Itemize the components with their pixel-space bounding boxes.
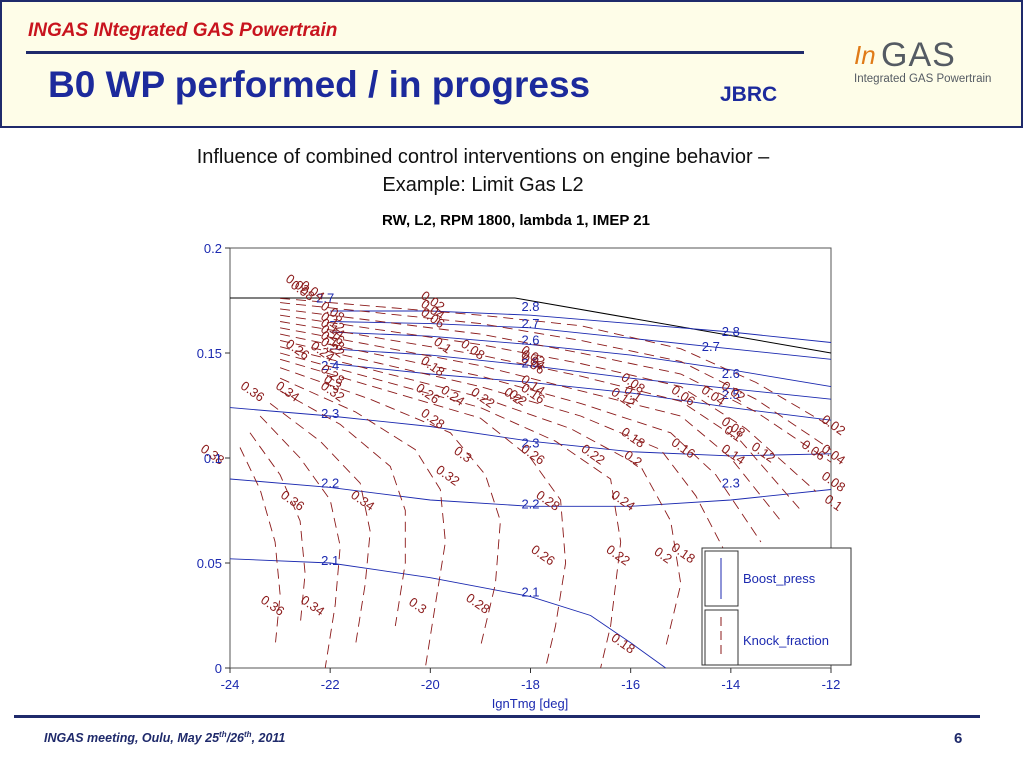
project-name: INGAS INtegrated GAS Powertrain (28, 20, 338, 41)
boost-contour-2.2 (229, 478, 832, 507)
knock-contour-0.36 (239, 447, 281, 648)
boost-contour-2.8 (330, 310, 832, 343)
knock-contour-0.12 (280, 327, 782, 522)
boost-contour-label: 2.7 (316, 291, 334, 306)
x-tick-label: -16 (621, 677, 640, 692)
boost-contour-label: 2.5 (521, 356, 539, 371)
knock-contour-0.2 (279, 352, 622, 669)
y-tick-label: 0.15 (197, 346, 222, 361)
boost-contour-label: 2.5 (722, 387, 740, 402)
region-boundary-slope (514, 297, 832, 354)
logo-subtitle: Integrated GAS Powertrain (854, 73, 992, 85)
knock-contour-0.08 (280, 314, 817, 492)
boost-contour-label: 2.6 (722, 366, 740, 381)
knock-contour-0.1 (280, 321, 802, 511)
boost-contour-2.4 (330, 363, 832, 421)
boost-contour-label: 2.7 (702, 339, 720, 354)
x-tick-label: -24 (221, 677, 240, 692)
knock-contour-0.18 (279, 346, 682, 648)
boost-contour-label: 2.4 (321, 358, 339, 373)
knock-contour-0.28 (279, 390, 406, 627)
x-axis-label: IgnTmg [deg] (492, 696, 569, 711)
boost-contour-label: 2.8 (521, 299, 539, 314)
page-number: 6 (954, 730, 963, 747)
boost-contour-label: 2.6 (521, 333, 539, 348)
axes: -24 -22 -20 -18 -16 -14 -12 0 0.05 0.1 0.15 0.2 (197, 241, 841, 692)
chart-title: RW, L2, RPM 1800, lambda 1, IMEP 21 (382, 212, 650, 229)
slide-title: B0 WP performed / in progress (48, 64, 591, 105)
slide-subtitle: Influence of combined control interventi… (0, 143, 966, 199)
header-divider (26, 51, 804, 54)
y-tick-label: 0 (215, 661, 222, 676)
slide-tag: JBRC (720, 83, 778, 106)
legend-label-knock: Knock_fraction (743, 633, 829, 648)
boost-contour-2.6 (330, 331, 832, 388)
footer-meeting-text: INGAS meeting, Oulu, May 25 (44, 731, 220, 746)
contour-chart: RW, L2, RPM 1800, lambda 1, IMEP 21 2.82… (197, 212, 852, 711)
boost-contour-label: 2.2 (521, 496, 539, 511)
knock-contour-0.22 (279, 358, 567, 669)
boost-contour-2.1 (229, 558, 666, 669)
y-tick-label: 0.2 (204, 241, 222, 256)
x-tick-label: -18 (521, 677, 540, 692)
y-tick-label: 0.05 (197, 556, 222, 571)
footer-sup-2: th (244, 730, 252, 739)
footer-meeting: INGAS meeting, Oulu, May 25th/26th, 2011 (44, 730, 285, 745)
x-tick-label: -22 (321, 677, 340, 692)
subtitle-line-2: Example: Limit Gas L2 (382, 174, 584, 196)
footer-divider (14, 715, 980, 718)
y-tick-label: 0.1 (204, 451, 222, 466)
contour-lines (229, 297, 832, 669)
boost-contour-2.3 (229, 407, 832, 457)
knock-contour-0.32 (259, 415, 341, 669)
x-tick-label: -12 (822, 677, 841, 692)
x-tick-label: -20 (421, 677, 440, 692)
knock-contour-0.26 (279, 377, 446, 669)
logo-prefix: In (854, 40, 876, 70)
knock-contour-0.06 (280, 308, 832, 463)
boost-contour-2.5 (330, 348, 832, 400)
logo-main: GAS (881, 36, 956, 74)
legend-swatch-box-knock (704, 609, 739, 666)
footer-sup-1: th (219, 730, 227, 739)
x-tick-label: -14 (721, 677, 740, 692)
header-banner: INGAS INtegrated GAS Powertrain B0 WP pe… (0, 0, 1023, 128)
legend-swatch-box-boost (704, 550, 739, 607)
legend: Boost_press Knock_fraction (701, 547, 852, 666)
boost-contour-2.7 (330, 321, 832, 360)
knock-contour-0.04 (280, 302, 832, 450)
knock-contour-0.02 (280, 297, 832, 427)
boost-contour-label: 2.3 (321, 406, 339, 421)
boost-contour-label: 2.3 (722, 475, 740, 490)
boost-contour-label: 2.1 (521, 585, 539, 600)
boost-contour-label: 2.2 (321, 475, 339, 490)
footer-year: , 2011 (251, 731, 286, 746)
boost-contour-label: 2.7 (521, 316, 539, 331)
subtitle-line-1: Influence of combined control interventi… (196, 146, 770, 168)
footer-mid: /26 (226, 731, 244, 746)
boost-contour-label: 2.8 (722, 324, 740, 339)
knock-contour-0.14 (280, 333, 762, 543)
boost-contour-label: 2.3 (521, 436, 539, 451)
ingas-logo: In GAS Integrated GAS Powertrain (852, 36, 1002, 90)
knock-contour-0.34 (249, 432, 306, 627)
knock-contour-0.3 (269, 403, 371, 648)
legend-label-boost: Boost_press (743, 571, 816, 586)
boost-contour-label: 2.1 (321, 553, 339, 568)
